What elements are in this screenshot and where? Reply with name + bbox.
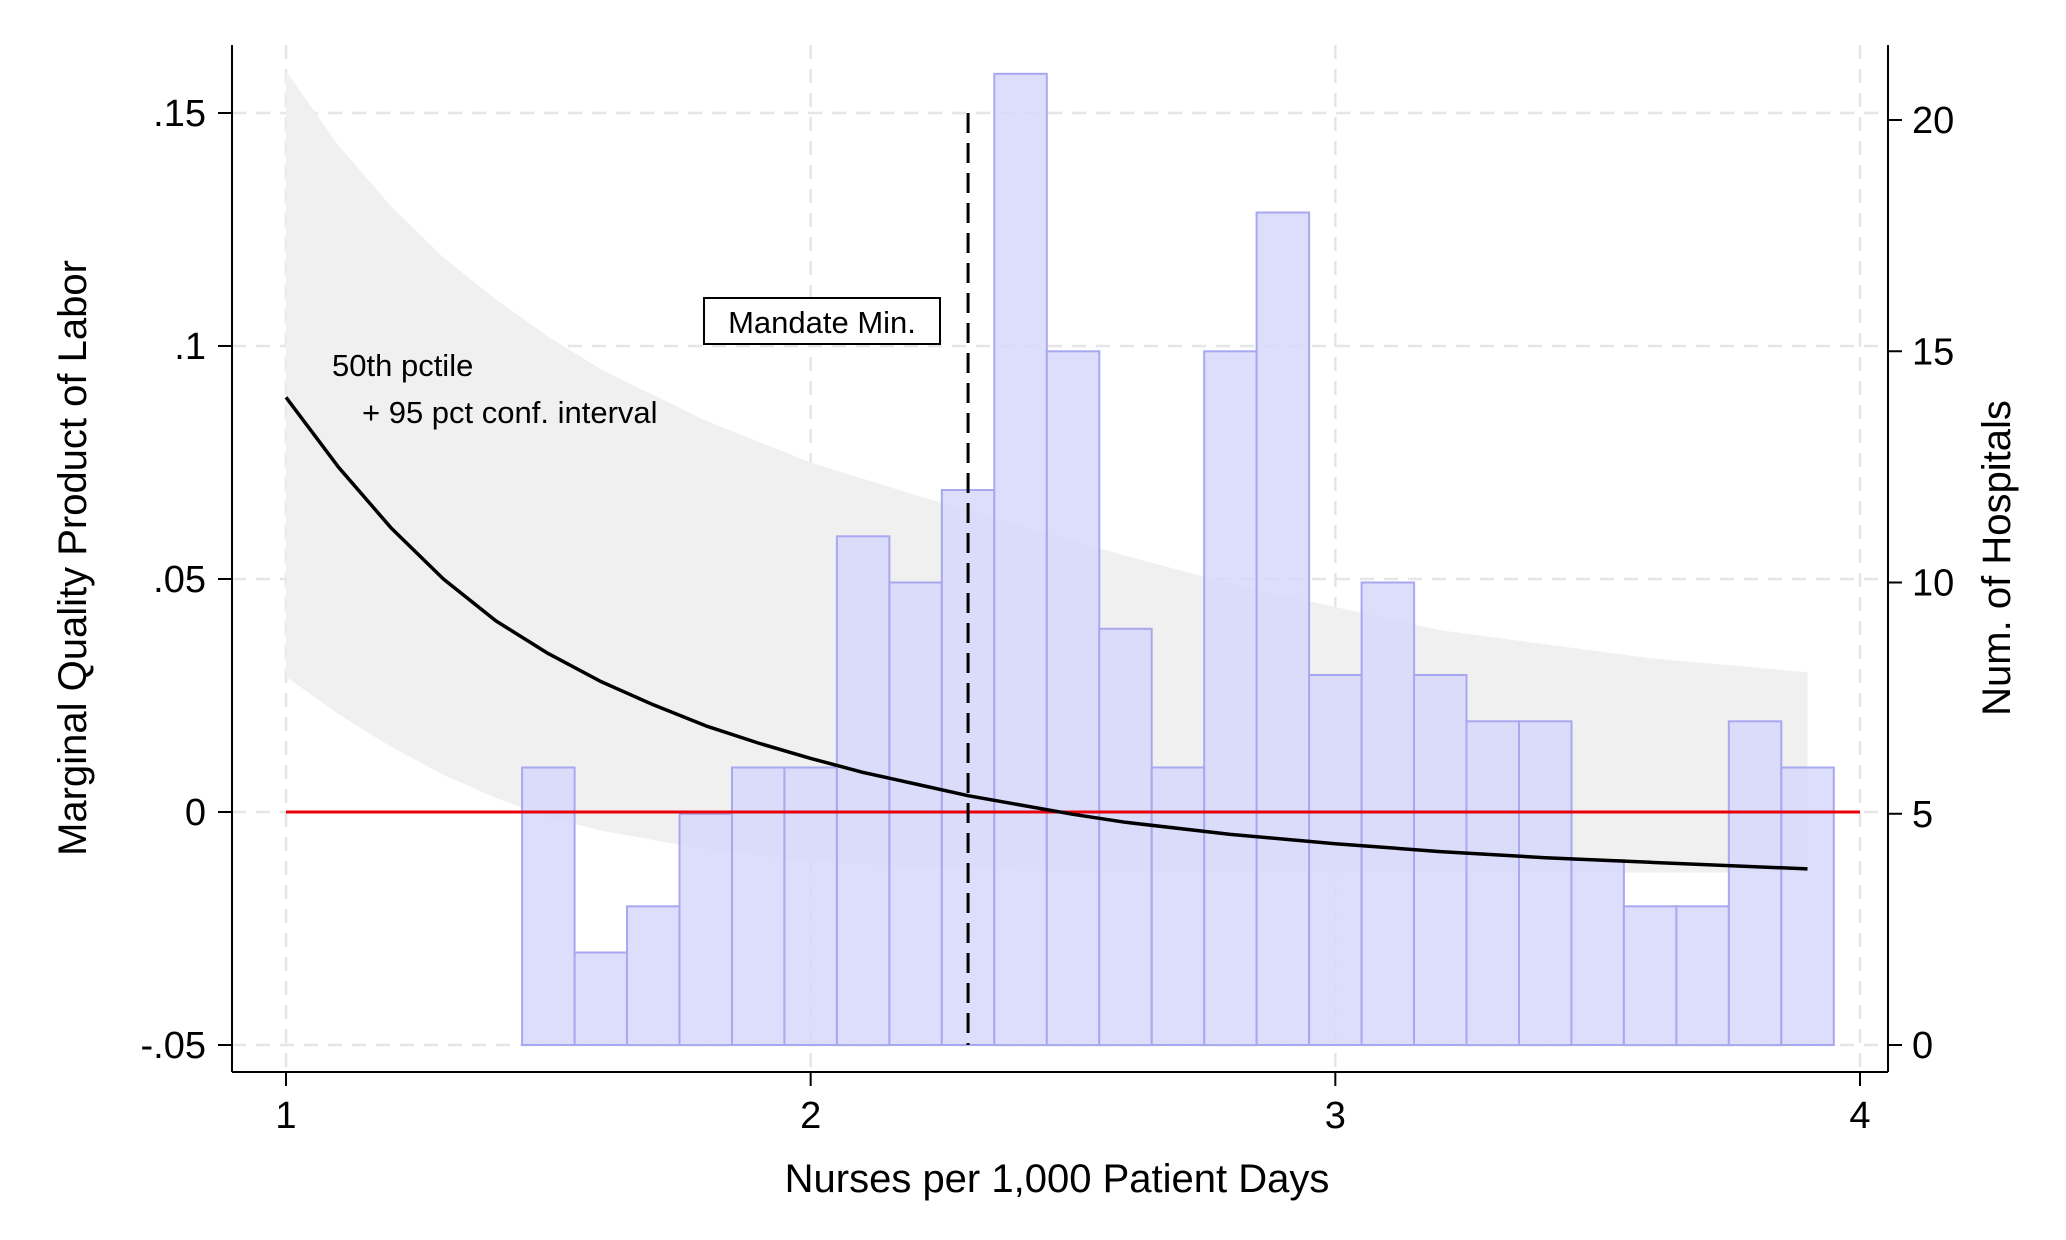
curve-label-line2: + 95 pct conf. interval	[362, 395, 658, 430]
histogram-bar	[626, 905, 681, 1047]
histogram-bar	[731, 766, 786, 1046]
histogram-bar	[521, 766, 576, 1046]
histogram-bar	[1360, 581, 1416, 1046]
histogram-bar	[1150, 766, 1206, 1046]
histogram-bar	[1570, 859, 1625, 1046]
y-right-tick-label: 15	[1912, 331, 1954, 373]
histogram-bar	[678, 812, 733, 1047]
histogram-bar	[783, 766, 838, 1046]
curve-label-line1: 50th pctile	[332, 348, 473, 383]
histogram-bar	[1098, 627, 1153, 1047]
y-left-tick-label: -.05	[141, 1025, 206, 1067]
y-left-tick-label: 0	[185, 792, 206, 834]
mandate-label-box: Mandate Min.	[703, 297, 941, 345]
y-axis-left-title: Marginal Quality Product of Labor	[51, 260, 95, 856]
mandate-label-frame	[703, 297, 941, 345]
confidence-band	[286, 71, 1808, 873]
y-right-tick-label: 5	[1912, 794, 1933, 836]
y-right-tick-label: 0	[1912, 1025, 1933, 1067]
histogram-bar	[1308, 674, 1363, 1046]
x-tick-label: 2	[800, 1095, 821, 1137]
x-axis-title: Nurses per 1,000 Patient Days	[785, 1157, 1330, 1201]
histogram-bar	[573, 951, 629, 1046]
histogram-bar	[835, 535, 891, 1047]
histogram-bar	[993, 72, 1048, 1047]
median-curve	[284, 396, 1808, 871]
y-right-tick-label: 20	[1912, 100, 1954, 142]
histogram-bar	[1413, 674, 1468, 1046]
histogram-bar	[1622, 905, 1678, 1047]
histogram-bar	[1675, 905, 1730, 1047]
histogram-bar	[1780, 766, 1835, 1046]
histogram-bar	[1465, 720, 1520, 1047]
tick-labels: 1 2 3 4 -.05 0 .05 .1 .15 0 5 10 15 20	[141, 93, 1955, 1137]
x-tick-label: 4	[1849, 1095, 1870, 1137]
histogram-bar	[1203, 350, 1258, 1047]
mandate-label: Mandate Min.	[728, 305, 916, 340]
histogram-bar	[1255, 211, 1311, 1046]
y-left-tick-label: .1	[174, 326, 206, 368]
y-left-tick-label: .05	[153, 559, 206, 601]
y-right-tick-label: 10	[1912, 563, 1954, 605]
histogram	[521, 72, 1835, 1047]
histogram-bar	[888, 581, 943, 1046]
x-tick-label: 1	[275, 1095, 296, 1137]
histogram-bar	[1518, 720, 1573, 1047]
y-left-tick-label: .15	[153, 93, 206, 135]
x-tick-label: 3	[1325, 1095, 1346, 1137]
histogram-bar	[1727, 720, 1783, 1047]
confidence-band-area	[286, 71, 1808, 873]
y-axis-right-title: Num. of Hospitals	[1975, 400, 2019, 716]
histogram-bar	[1045, 350, 1101, 1047]
axes	[231, 45, 1889, 1073]
median-curve-line	[284, 396, 1808, 871]
